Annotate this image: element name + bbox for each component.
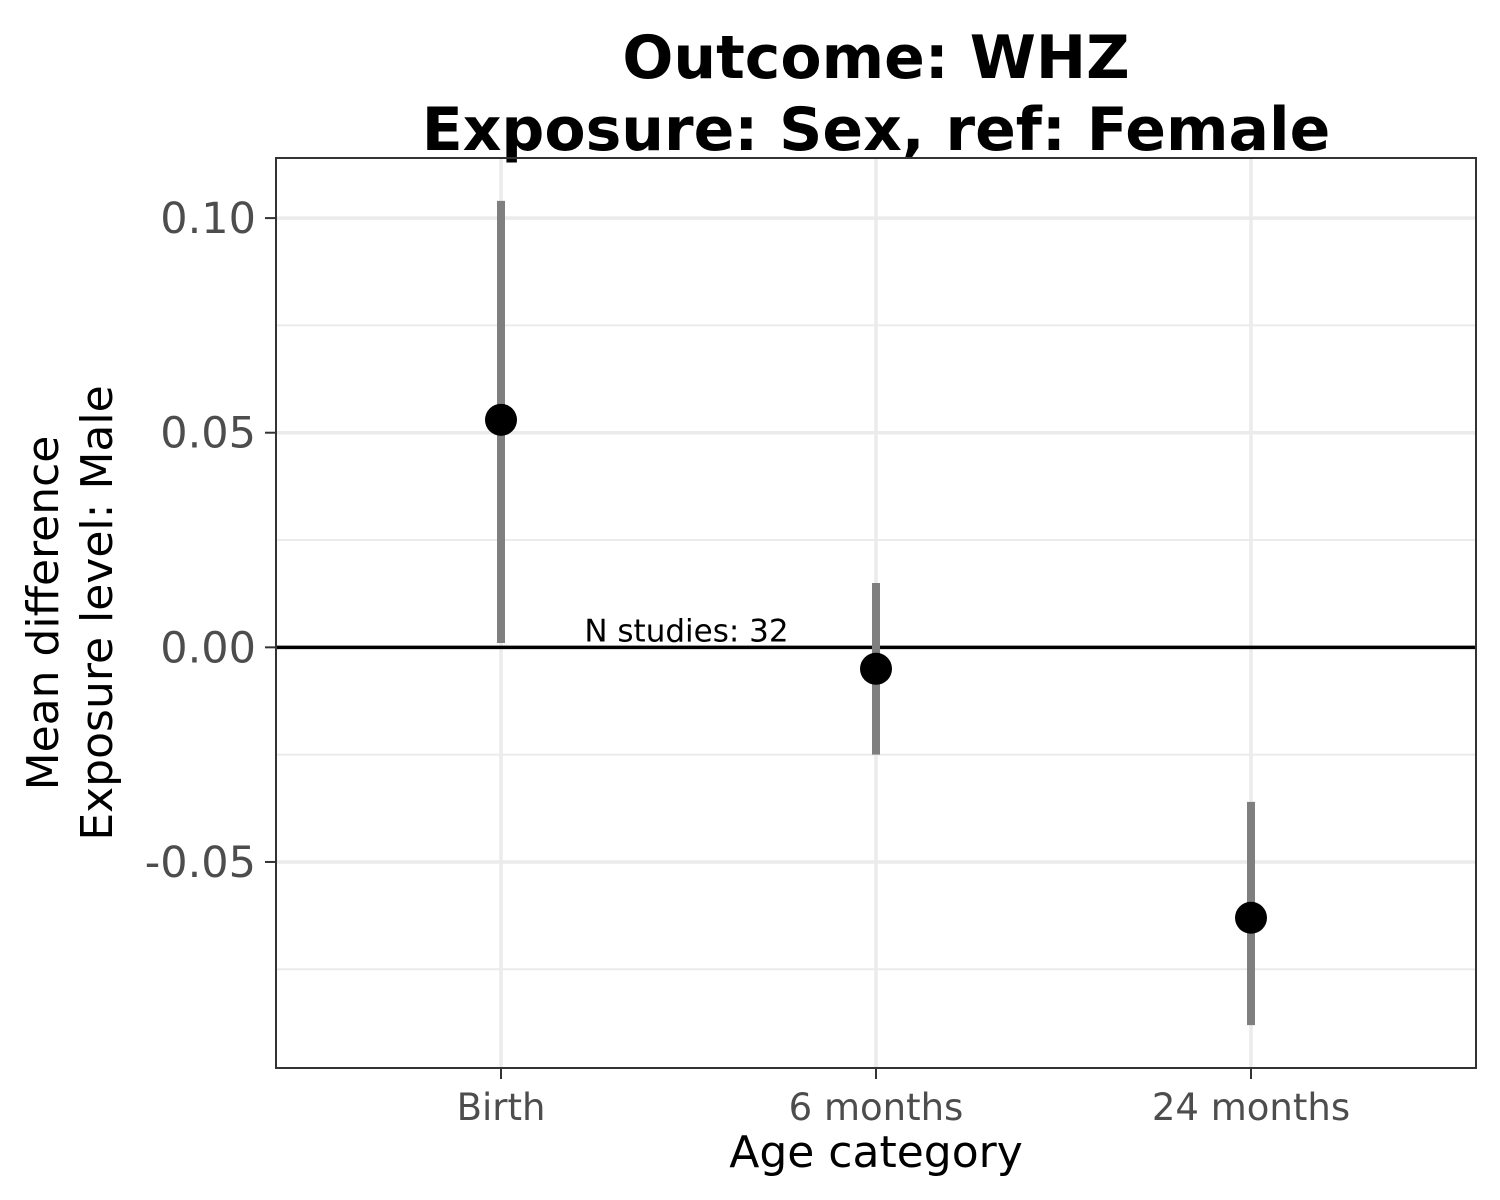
x-axis-label: Age category (729, 1127, 1023, 1178)
chart-title-line-1: Outcome: WHZ (622, 23, 1129, 93)
x-tick-label: 6 months (789, 1086, 964, 1129)
x-axis-ticks: Birth 6 months 24 months (457, 1068, 1350, 1129)
y-axis-label: Mean difference Exposure level: Male (18, 385, 123, 840)
point-marker (485, 403, 517, 436)
y-tick-label: 0.10 (160, 194, 256, 244)
y-axis-label-line-2: Exposure level: Male (72, 385, 123, 840)
y-axis-ticks: -0.05 0.00 0.05 0.10 (145, 194, 276, 888)
y-tick-label: 0.00 (160, 623, 256, 673)
estimate-points (485, 403, 1267, 934)
n-studies-annotation: N studies: 32 (584, 613, 788, 649)
x-tick-label: Birth (457, 1086, 546, 1129)
point-marker (860, 652, 892, 685)
y-axis-label-line-1: Mean difference (18, 436, 69, 791)
x-tick-label: 24 months (1152, 1086, 1350, 1129)
y-tick-label: 0.05 (160, 409, 256, 459)
point-marker (1235, 901, 1267, 934)
y-tick-label: -0.05 (145, 838, 256, 888)
chart-title-line-2: Exposure: Sex, ref: Female (422, 95, 1331, 165)
